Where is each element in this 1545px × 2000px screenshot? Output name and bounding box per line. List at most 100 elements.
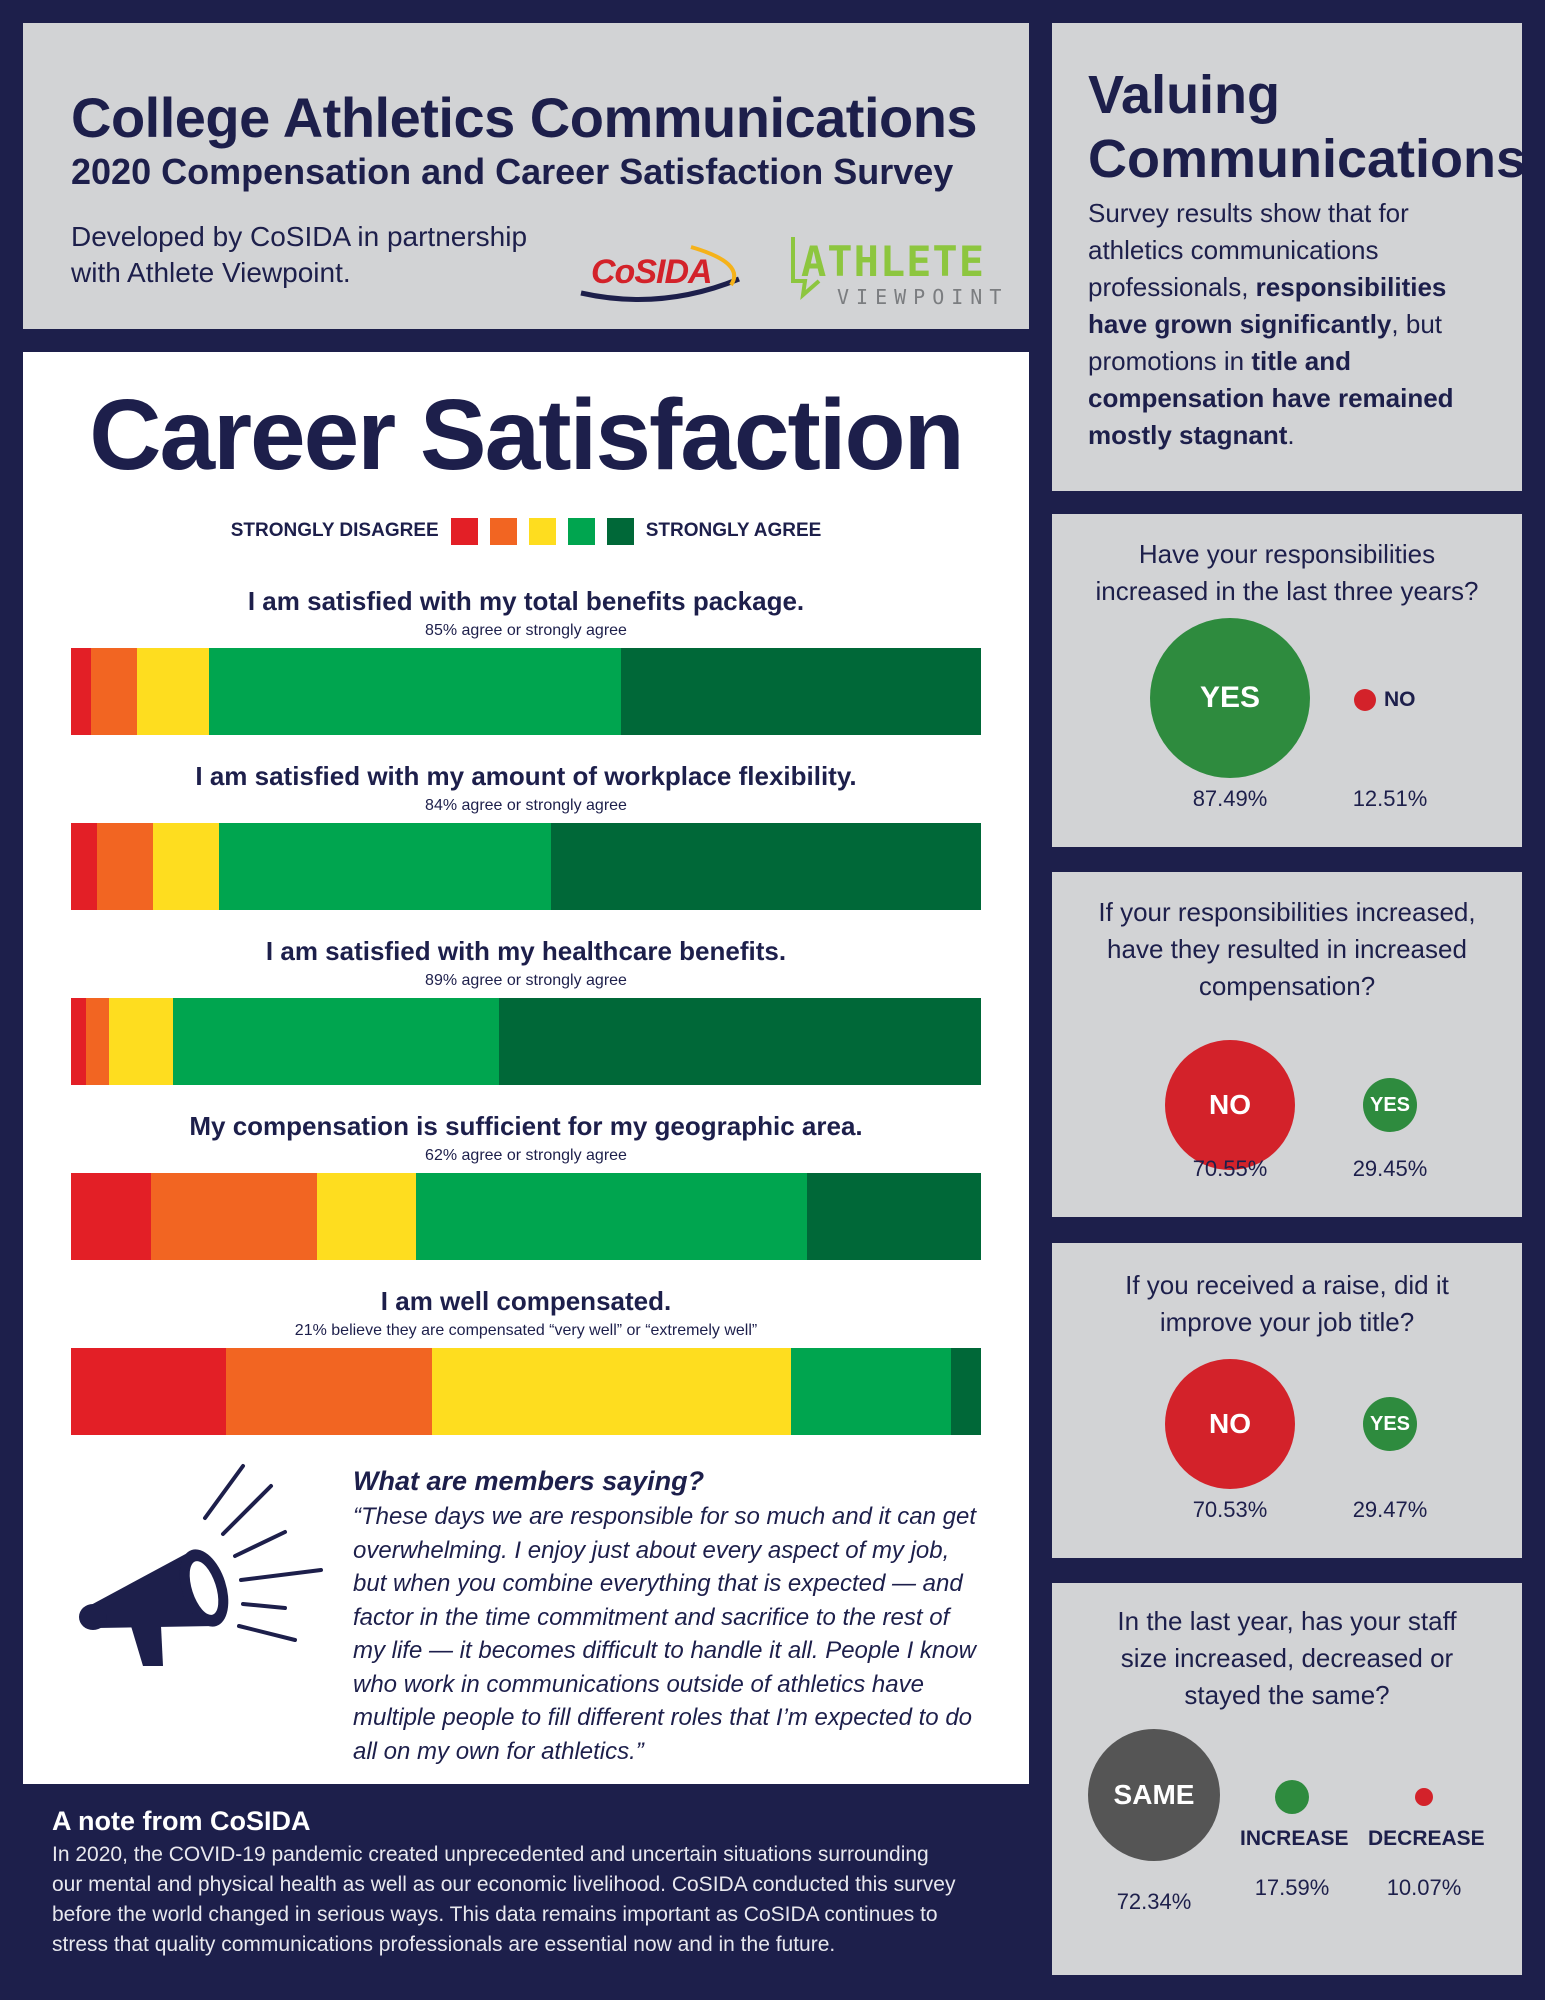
question-line: improve your job title?	[1159, 1307, 1415, 1337]
quote-line: all on my own for athletics.”	[353, 1737, 644, 1765]
note-line: stress that quality communications profe…	[52, 1933, 836, 1956]
stacked-bar	[71, 648, 981, 735]
circle-label: SAME	[1113, 1779, 1195, 1810]
bar-segment	[71, 648, 92, 735]
bar-segment	[172, 998, 499, 1085]
valuing-body: Survey results show that for athletics c…	[1088, 195, 1508, 454]
circle-label: NO	[1209, 1089, 1251, 1120]
developed-by-text: Developed by CoSIDA in partnership with …	[71, 221, 528, 288]
increase-percent: 17.59%	[1254, 1875, 1330, 1900]
page-subtitle: 2020 Compensation and Career Satisfactio…	[71, 151, 954, 192]
stacked-bar	[71, 998, 981, 1085]
note-line: our mental and physical health as well a…	[52, 1873, 956, 1896]
bar-segment	[550, 823, 981, 910]
same-circle: SAME	[1088, 1729, 1220, 1861]
bar-segment	[71, 823, 98, 910]
bar-segment	[151, 1173, 317, 1260]
no-circle	[1354, 689, 1376, 711]
bar-segment	[71, 1173, 152, 1260]
no-percent: 12.51%	[1352, 786, 1428, 811]
bar-segment	[225, 1348, 433, 1435]
question-line: increased in the last three years?	[1095, 576, 1479, 606]
valuing-text: , but promotions in	[1088, 309, 1442, 376]
career-satisfaction-panel: Career Satisfaction STRONGLY DISAGREE ST…	[23, 352, 1029, 1784]
increase-circle	[1275, 1780, 1309, 1814]
bar-segment	[109, 998, 173, 1085]
decrease-label: DECREASE	[1368, 1827, 1485, 1850]
bar-segment	[71, 998, 86, 1085]
stacked-bar	[71, 1348, 981, 1435]
bar-segment	[807, 1173, 981, 1260]
decrease-percent: 10.07%	[1386, 1875, 1462, 1900]
career-title: Career Satisfaction	[89, 379, 964, 491]
quote-line: “These days we are responsible for so mu…	[353, 1503, 976, 1530]
legend-left-label: STRONGLY DISAGREE	[230, 520, 439, 541]
legend-right-label: STRONGLY AGREE	[645, 520, 822, 541]
yes-circle: YES	[1150, 618, 1310, 778]
bar-segment	[790, 1348, 951, 1435]
question-title: I am satisfied with my amount of workpla…	[195, 761, 857, 791]
valuing-title: Valuing Communications	[1088, 63, 1526, 191]
bar-segment	[432, 1348, 791, 1435]
compensation-question-panel: If your responsibilities increased, have…	[1052, 872, 1522, 1217]
viewpoint-logo-text: VIEWPOINT	[837, 285, 1009, 309]
bar-segment	[620, 648, 981, 735]
question-subtitle: 62% agree or strongly agree	[425, 1147, 627, 1164]
no-label: NO	[1384, 688, 1416, 711]
job-title-question-panel: If you received a raise, did it improve …	[1052, 1243, 1522, 1558]
question-line: compensation?	[1198, 971, 1376, 1001]
question-line: have they resulted in increased	[1107, 934, 1467, 964]
question-text: If you received a raise, did it improve …	[1052, 1267, 1522, 1341]
question-text: Have your responsibilities increased in …	[1052, 536, 1522, 610]
question-subtitle: 84% agree or strongly agree	[425, 797, 627, 814]
question-title: I am satisfied with my healthcare benefi…	[265, 936, 787, 966]
quote-line: but when you combine everything that is …	[353, 1570, 963, 1597]
note-body: In 2020, the COVID-19 pandemic created u…	[52, 1840, 1012, 1960]
question-subtitle: 89% agree or strongly agree	[425, 972, 627, 989]
bar-segment	[91, 648, 137, 735]
staff-size-question-panel: In the last year, has your staff size in…	[1052, 1583, 1522, 1975]
valuing-title-line: Valuing	[1088, 65, 1281, 125]
legend: STRONGLY DISAGREE STRONGLY AGREE	[23, 516, 1029, 546]
valuing-bold-text: title and compensation have remained mos…	[1088, 346, 1454, 450]
legend-swatch-3	[528, 517, 556, 545]
no-percent: 70.55%	[1192, 1156, 1268, 1181]
bar-segment	[152, 823, 220, 910]
yes-circle: YES	[1363, 1397, 1417, 1451]
bar-segment	[136, 648, 210, 735]
question-subtitle: 85% agree or strongly agree	[425, 622, 627, 639]
bar-segment	[85, 998, 110, 1085]
quote-line: my life — it becomes difficult to handle…	[353, 1637, 976, 1664]
yes-percent: 29.45%	[1352, 1156, 1428, 1181]
decrease-circle	[1415, 1788, 1433, 1806]
question-line: stayed the same?	[1184, 1680, 1390, 1710]
no-percent: 70.53%	[1192, 1497, 1268, 1522]
question-line: Have your responsibilities	[1138, 539, 1436, 569]
question-text: If your responsibilities increased, have…	[1052, 894, 1522, 1005]
question-line: In the last year, has your staff	[1117, 1606, 1457, 1636]
note-heading: A note from CoSIDA	[52, 1806, 311, 1836]
quote-line: who work in communications outside of at…	[353, 1670, 924, 1698]
increase-label: INCREASE	[1240, 1827, 1349, 1850]
question-text: In the last year, has your staff size in…	[1052, 1603, 1522, 1714]
note-line: In 2020, the COVID-19 pandemic created u…	[52, 1843, 929, 1866]
bar-segment	[71, 1348, 226, 1435]
bar-segment	[97, 823, 153, 910]
quote-line: multiple people to fill different roles …	[353, 1704, 973, 1731]
quote-line: overwhelming. I enjoy just about every a…	[353, 1536, 950, 1564]
valuing-title-line: Communications	[1088, 129, 1527, 189]
bar-segment	[415, 1173, 808, 1260]
no-circle: NO	[1165, 1359, 1295, 1489]
question-line: size increased, decreased or	[1120, 1643, 1454, 1673]
no-circle: NO	[1165, 1040, 1295, 1170]
athlete-viewpoint-logo: ATHLETE VIEWPOINT	[783, 229, 1015, 315]
yes-percent: 29.47%	[1352, 1497, 1428, 1522]
quote-line: factor in the time commitment and sacrif…	[353, 1603, 950, 1631]
bar-segment	[498, 998, 981, 1085]
valuing-text: Survey results show that for athletics c…	[1088, 198, 1409, 302]
legend-swatch-2	[489, 517, 517, 545]
valuing-text: .	[1287, 420, 1295, 450]
header-panel: College Athletics Communications 2020 Co…	[23, 23, 1029, 329]
valuing-bold-text: responsibilities have grown significantl…	[1088, 272, 1447, 339]
member-quote: “These days we are responsible for so mu…	[353, 1500, 993, 1768]
